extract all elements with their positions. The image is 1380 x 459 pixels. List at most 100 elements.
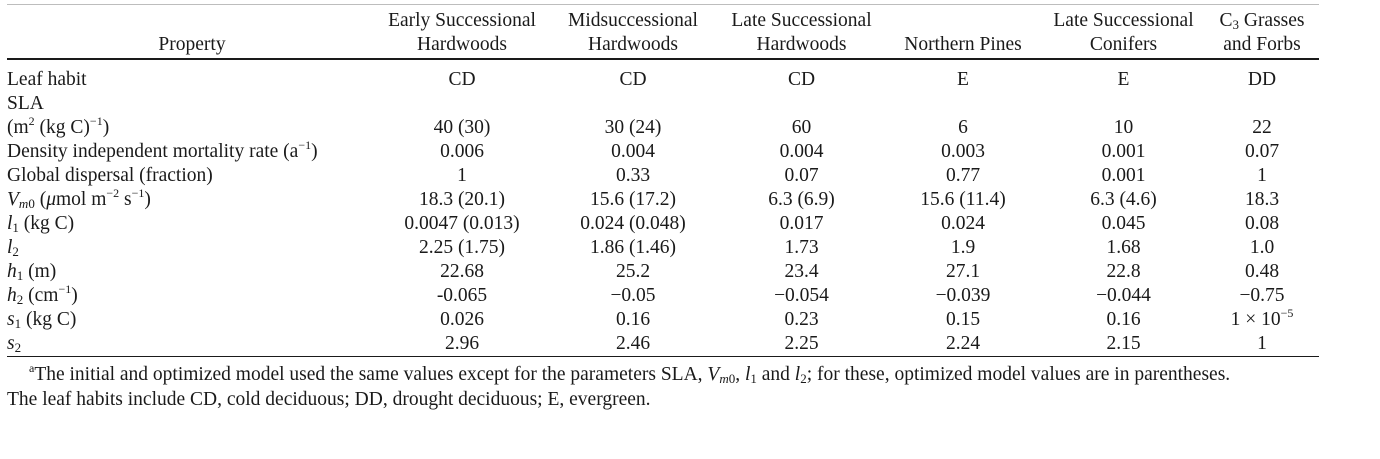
table-cell: 0.07 — [1244, 141, 1280, 162]
table-cell: 0.16 — [1106, 309, 1141, 330]
table-cell: 1.9 — [950, 237, 976, 258]
row-label-vm0: Vm0 (μmol m−2 s−1) — [7, 186, 151, 211]
table-cell: 60 — [791, 117, 812, 138]
table-cell: 15.6 (17.2) — [589, 189, 677, 210]
table-cell: E — [1117, 69, 1130, 90]
table-row: Density independent mortality rate (a−1)… — [7, 138, 1319, 164]
parameter-table: Property Early Successional Hardwoods Mi… — [7, 4, 1319, 357]
table-cell: 0.026 — [440, 309, 484, 330]
table-cell: 0.0047 (0.013) — [404, 213, 520, 234]
table-row: l1 (kg C) 0.0047 (0.013) 0.024 (0.048) 0… — [7, 212, 1319, 236]
table-cell: 40 (30) — [433, 117, 491, 138]
table-cell: 1 — [457, 165, 467, 186]
header-c3-grasses-and-forbs: C3 Grasses and Forbs — [1205, 4, 1319, 60]
table-cell: 2.25 — [719, 332, 884, 357]
header-property: Property — [7, 4, 377, 60]
row-label-s1: s1 (kg C) — [7, 309, 77, 331]
row-label-sla-line2: (m2 (kg C)−1) — [7, 114, 110, 138]
table-cell: −0.054 — [774, 285, 829, 306]
table-cell: 0.024 (0.048) — [580, 213, 686, 234]
row-label-s2: s2 — [7, 332, 377, 357]
table-row: l2 2.25 (1.75) 1.86 (1.46) 1.73 1.9 1.68… — [7, 236, 1319, 260]
table-cell: −0.044 — [1096, 285, 1151, 306]
table-cell: 2.15 — [1042, 332, 1205, 357]
table-row: h1 (m) 22.68 25.2 23.4 27.1 22.8 0.48 — [7, 260, 1319, 284]
table-cell: 1.73 — [784, 237, 819, 258]
table-row: h2 (cm−1) -0.065 −0.05 −0.054 −0.039 −0.… — [7, 282, 1319, 308]
table-cell: 0.08 — [1244, 213, 1280, 234]
table-cell: 6 — [958, 117, 968, 138]
footnote-marker: a — [29, 361, 35, 375]
row-label-sla: SLA (m2 (kg C)−1) — [7, 92, 377, 140]
table-cell: 1.86 (1.46) — [589, 237, 677, 258]
table-cell: 2.24 — [884, 332, 1042, 357]
table-row: s2 2.96 2.46 2.25 2.24 2.15 1 — [7, 332, 1319, 357]
table-cell: 22.68 — [440, 261, 484, 282]
table-cell: 0.48 — [1244, 261, 1280, 282]
table-cell: 23.4 — [784, 261, 819, 282]
table-cell: 10 — [1113, 117, 1134, 138]
table-cell: 0.33 — [615, 165, 651, 186]
header-late-successional-conifers: Late Successional Conifers — [1042, 4, 1205, 60]
table-cell: 0.004 — [611, 141, 655, 162]
table-row: Global dispersal (fraction) 1 0.33 0.07 … — [7, 164, 1319, 188]
table-cell: 0.07 — [784, 165, 819, 186]
footnote-line-1: aThe initial and optimized model used th… — [7, 362, 1327, 387]
table-cell: 25.2 — [615, 261, 651, 282]
row-label-global-dispersal: Global dispersal (fraction) — [7, 165, 213, 186]
table-cell: 6.3 (6.9) — [768, 189, 835, 210]
table-cell: 0.23 — [784, 309, 819, 330]
table-row: Leaf habit CD CD CD E E DD — [7, 59, 1319, 92]
table-row: Vm0 (μmol m−2 s−1) 18.3 (20.1) 15.6 (17.… — [7, 186, 1319, 212]
table-cell: −0.05 — [610, 285, 656, 306]
table-cell: 1 — [1257, 165, 1267, 186]
table-cell: -0.065 — [436, 285, 488, 306]
table-cell: 27.1 — [945, 261, 981, 282]
table-cell: DD — [1247, 69, 1277, 90]
table-cell: 2.96 — [377, 332, 547, 357]
table-cell: CD — [448, 69, 476, 90]
table-cell: 0.001 — [1101, 141, 1146, 162]
table-cell: 0.001 — [1101, 165, 1146, 186]
table-cell: 0.045 — [1101, 213, 1146, 234]
table-cell: 0.003 — [941, 141, 985, 162]
table-cell: 1 — [1205, 332, 1319, 357]
table-cell: 0.77 — [945, 165, 981, 186]
row-label-h1: h1 (m) — [7, 261, 57, 283]
table-cell: 1 × 10−5 — [1230, 306, 1294, 330]
row-label-sla-line1: SLA — [7, 93, 44, 114]
table-cell: CD — [787, 69, 816, 90]
table-cell: 0.004 — [779, 141, 824, 162]
table-cell: −0.039 — [935, 285, 991, 306]
footnote-line-2: The leaf habits include CD, cold deciduo… — [7, 389, 651, 410]
parameter-table-container: Property Early Successional Hardwoods Mi… — [7, 4, 1319, 357]
table-cell: −0.75 — [1239, 285, 1285, 306]
table-cell: E — [957, 69, 969, 90]
table-cell: 2.25 (1.75) — [418, 237, 506, 258]
table-cell: 1.68 — [1106, 237, 1141, 258]
table-row: s1 (kg C) 0.026 0.16 0.23 0.15 0.16 1 × … — [7, 306, 1319, 332]
table-cell: CD — [619, 69, 647, 90]
table-cell: 22.8 — [1106, 261, 1141, 282]
table-cell: 0.006 — [440, 141, 484, 162]
table-cell: 0.15 — [945, 309, 981, 330]
row-label-l1: l1 (kg C) — [7, 213, 75, 235]
table-cell: 6.3 (4.6) — [1090, 189, 1157, 210]
table-cell: 2.46 — [547, 332, 719, 357]
footnote-line-1-text: The initial and optimized model used the… — [34, 364, 1231, 386]
row-label-mortality-rate: Density independent mortality rate (a−1) — [7, 138, 318, 162]
table-cell: 0.024 — [941, 213, 985, 234]
row-label-h2: h2 (cm−1) — [7, 282, 78, 307]
table-cell: 1.0 — [1249, 237, 1275, 258]
table-cell: 18.3 (20.1) — [418, 189, 506, 210]
header-late-successional-hardwoods: Late Successional Hardwoods — [719, 4, 884, 60]
table-cell: 18.3 — [1244, 189, 1280, 210]
table-row: SLA (m2 (kg C)−1) 40 (30) 30 (24) 60 6 1… — [7, 92, 1319, 140]
table-cell: 15.6 (11.4) — [920, 189, 1006, 210]
header-early-successional-hardwoods: Early Successional Hardwoods — [377, 4, 547, 60]
table-cell: 0.16 — [615, 309, 651, 330]
header-northern-pines: Northern Pines — [884, 4, 1042, 60]
row-label-leaf-habit: Leaf habit — [7, 69, 87, 90]
table-footnote: aThe initial and optimized model used th… — [7, 362, 1327, 412]
table-header-row: Property Early Successional Hardwoods Mi… — [7, 4, 1319, 60]
